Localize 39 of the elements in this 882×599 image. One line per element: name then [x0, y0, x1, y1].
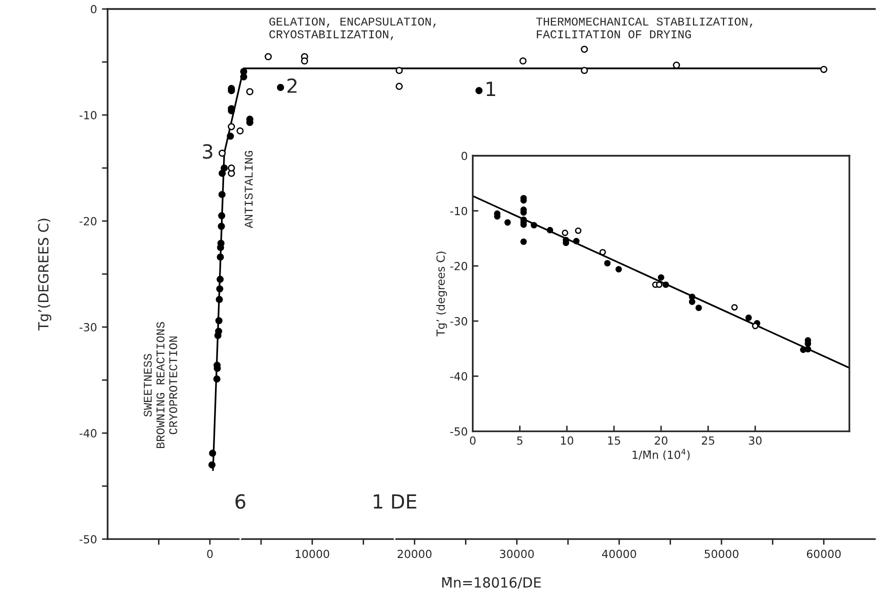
annotation: 1 DE: [374, 494, 416, 509]
x-tick-label: 60000: [806, 550, 841, 558]
x-tick-label: 5: [517, 436, 522, 445]
annotation: 1: [486, 82, 496, 96]
annotation: 6: [236, 494, 246, 509]
y-tick-label: -10: [80, 110, 96, 120]
x-tick-label: 30000: [500, 550, 534, 558]
y-tick-label: -20: [450, 262, 468, 270]
x-tick-label: 20: [654, 436, 668, 445]
y-tick-label: -50: [450, 427, 468, 436]
y-tick-label: -40: [80, 429, 96, 438]
annotation: SWEETNESS BROWNING REACTIONS CRYOPROTECTION: [144, 322, 178, 448]
annotation: GELATION, ENCAPSULATION, CRYOSTABILIZATION,: [269, 18, 436, 40]
x-tick-label: 40000: [602, 550, 636, 558]
x-tick-label: 0: [207, 550, 213, 558]
x-axis-title: 1/M̄n (10$^{4}$): [632, 448, 690, 460]
x-tick-label: 30: [748, 436, 762, 445]
annotation: THERMOMECHANICAL STABILIZATION, FACILITATION OF DRYING: [536, 18, 752, 38]
annotation: ANTISTALING: [244, 150, 253, 228]
x-tick-label: 50000: [704, 550, 738, 558]
y-tick-label: -10: [450, 206, 468, 216]
y-axis-title: Tg’(DEGREES C): [38, 218, 52, 331]
y-tick-label: -40: [450, 372, 468, 381]
y-tick-label: -50: [80, 535, 96, 544]
y-tick-label: -30: [80, 323, 96, 332]
x-tick-label: 0: [470, 436, 476, 445]
x-tick-label: 25: [702, 436, 714, 445]
x-tick-label: 20000: [398, 550, 432, 558]
y-tick-label: 0: [90, 4, 96, 14]
y-tick-label: 0: [462, 152, 468, 160]
x-tick-label: 15: [608, 436, 620, 445]
y-tick-label: -20: [80, 217, 96, 226]
x-tick-label: 10000: [296, 550, 330, 558]
annotation: 3: [202, 144, 212, 159]
annotation: 2: [287, 78, 296, 93]
x-tick-label: 10: [561, 436, 574, 445]
y-axis-title: Tg’ (degrees C): [436, 252, 447, 336]
x-axis-title: M̄n=18016/DE: [442, 577, 541, 589]
y-tick-label: -30: [450, 317, 468, 326]
